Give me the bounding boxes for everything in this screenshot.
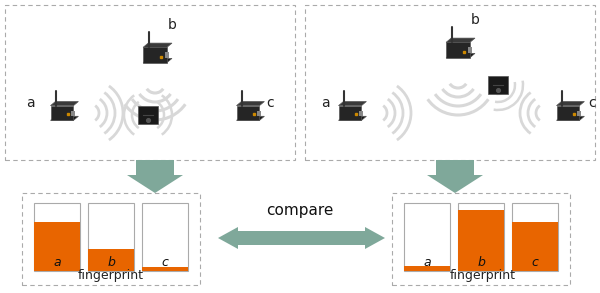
Text: b: b (470, 13, 479, 27)
Bar (404, 265, 450, 271)
Bar (22, 193, 200, 285)
Polygon shape (338, 101, 367, 105)
Polygon shape (557, 116, 584, 120)
Bar (238, 231, 365, 245)
Text: compare: compare (266, 204, 334, 219)
Polygon shape (50, 116, 79, 120)
Polygon shape (446, 53, 475, 58)
Bar (446, 42, 470, 58)
Bar (577, 110, 581, 116)
Bar (305, 5, 595, 160)
Text: b: b (477, 256, 485, 269)
Text: a: a (423, 256, 431, 269)
Bar (512, 203, 558, 271)
Bar (138, 106, 158, 124)
Bar (458, 210, 504, 271)
Bar (71, 110, 76, 116)
Bar (136, 160, 174, 175)
Polygon shape (557, 101, 584, 105)
Bar (436, 160, 474, 175)
Text: c: c (588, 96, 596, 110)
Text: c: c (266, 96, 274, 110)
Polygon shape (446, 38, 475, 42)
Polygon shape (127, 175, 183, 193)
Polygon shape (143, 43, 172, 47)
Bar (468, 47, 472, 53)
Polygon shape (365, 227, 385, 249)
Bar (143, 47, 167, 63)
Text: c: c (161, 256, 169, 269)
Polygon shape (338, 116, 367, 120)
Text: b: b (107, 256, 115, 269)
Polygon shape (236, 101, 265, 105)
Bar (488, 76, 508, 94)
Bar (50, 105, 73, 120)
Bar (142, 267, 188, 271)
Text: a: a (320, 96, 329, 110)
Bar (557, 105, 580, 120)
Bar (512, 222, 558, 271)
Bar (34, 203, 80, 271)
Text: c: c (532, 256, 538, 269)
Polygon shape (218, 227, 238, 249)
Text: b: b (167, 18, 176, 32)
Bar (142, 203, 188, 271)
Text: a: a (26, 96, 34, 110)
Bar (88, 248, 134, 271)
Polygon shape (427, 175, 483, 193)
Text: fingerprint: fingerprint (450, 269, 516, 282)
Text: a: a (53, 256, 61, 269)
Bar (165, 52, 169, 58)
Bar (34, 222, 80, 271)
Bar (338, 105, 361, 120)
Bar (257, 110, 262, 116)
Polygon shape (143, 58, 172, 63)
Text: fingerprint: fingerprint (78, 269, 144, 282)
Bar (404, 203, 450, 271)
Bar (236, 105, 259, 120)
Bar (5, 5, 295, 160)
Bar (458, 203, 504, 271)
Bar (392, 193, 570, 285)
Polygon shape (50, 101, 79, 105)
Polygon shape (236, 116, 265, 120)
Bar (88, 203, 134, 271)
Bar (359, 110, 364, 116)
